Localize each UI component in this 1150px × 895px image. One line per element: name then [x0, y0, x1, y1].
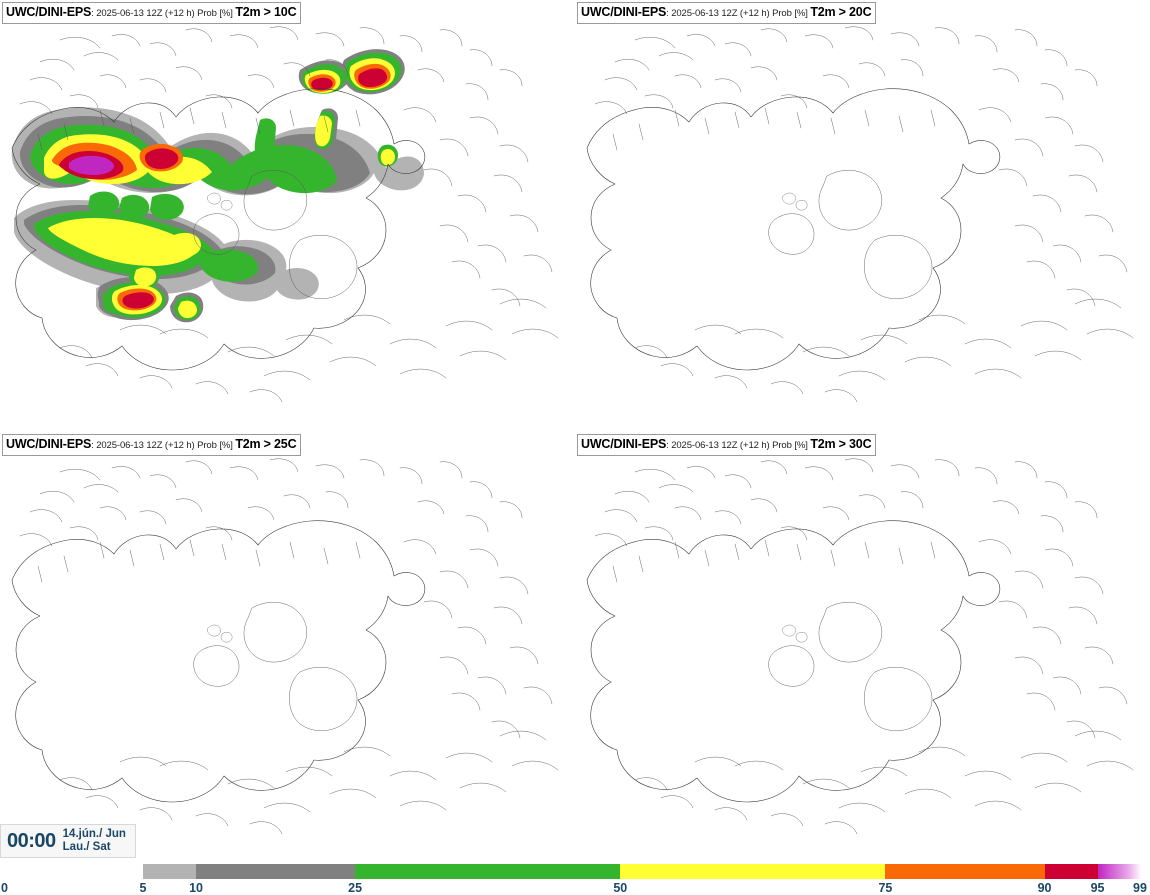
colorbar-band-yellow: [620, 864, 886, 879]
colorbar-band-light-gray: [143, 864, 197, 879]
colorbar-band-magenta-fade-white: [1097, 864, 1140, 879]
colorbar-tick-labels: 0 5 10 25 50 75 90 95 99: [0, 879, 1150, 895]
iceland-map-svg: [11, 26, 559, 403]
panel-variable-label: T2m > 10C: [235, 5, 297, 19]
panel-title-chip: UWC/DINI-EPS: 2025-06-13 12Z (+12 h) Pro…: [2, 434, 302, 456]
map-canvas[interactable]: [0, 0, 575, 432]
map-panel-t2m-10c[interactable]: UWC/DINI-EPS: 2025-06-13 12Z (+12 h) Pro…: [0, 0, 575, 432]
map-canvas[interactable]: [575, 0, 1150, 432]
colorbar-tick-95: 95: [1090, 881, 1105, 895]
colorbar-tick-50: 50: [613, 881, 628, 895]
colorbar-band-green: [355, 864, 621, 879]
coastline-outline: [586, 458, 1134, 835]
colorbar-tick-0: 0: [1, 881, 8, 895]
colorbar-tick-10: 10: [189, 881, 203, 895]
map-canvas[interactable]: [575, 432, 1150, 864]
valid-date-group: 14.jún./ Jun Lau./ Sat: [63, 828, 126, 854]
panel-meta-label: : 2025-06-13 12Z (+12 h) Prob [%]: [91, 8, 236, 19]
valid-time-box: 00:00 14.jún./ Jun Lau./ Sat: [0, 824, 136, 858]
iceland-map-svg: [586, 26, 1134, 403]
colorbar-tick-75: 75: [878, 881, 893, 895]
panel-model-label: UWC/DINI-EPS: [581, 437, 667, 451]
panel-variable-label: T2m > 25C: [235, 437, 297, 451]
panel-meta-label: : 2025-06-13 12Z (+12 h) Prob [%]: [666, 440, 811, 451]
colorbar-tick-25: 25: [348, 881, 363, 895]
footer-bar: 00:00 14.jún./ Jun Lau./ Sat 0 5 10 25 50 75 9…: [0, 824, 1150, 895]
colorbar-band-crimson: [1044, 864, 1098, 879]
map-panel-t2m-20c[interactable]: UWC/DINI-EPS: 2025-06-13 12Z (+12 h) Pro…: [575, 0, 1150, 432]
iceland-map-svg: [586, 458, 1134, 835]
panel-model-label: UWC/DINI-EPS: [581, 5, 667, 19]
colorbar-tick-99: 99: [1133, 881, 1147, 895]
colorbar-tick-90: 90: [1037, 881, 1052, 895]
panel-title-chip: UWC/DINI-EPS: 2025-06-13 12Z (+12 h) Pro…: [577, 2, 877, 24]
colorbar-band-dark-gray: [196, 864, 356, 879]
panel-meta-label: : 2025-06-13 12Z (+12 h) Prob [%]: [91, 440, 236, 451]
valid-date-label: 14.jún./ Jun: [62, 828, 126, 841]
panel-model-label: UWC/DINI-EPS: [6, 437, 92, 451]
panel-title-chip: UWC/DINI-EPS: 2025-06-13 12Z (+12 h) Pro…: [577, 434, 877, 456]
iceland-map-svg: [11, 458, 559, 835]
probability-contours: [11, 49, 424, 323]
valid-time-clock: 00:00: [7, 829, 56, 852]
colorbar-tick-5: 5: [139, 881, 147, 895]
probability-colorbar[interactable]: [143, 864, 1140, 879]
panel-model-label: UWC/DINI-EPS: [6, 5, 92, 19]
coastline-outline: [586, 26, 1134, 403]
panel-meta-label: : 2025-06-13 12Z (+12 h) Prob [%]: [666, 8, 811, 19]
panel-variable-label: T2m > 20C: [810, 5, 872, 19]
panel-title-chip: UWC/DINI-EPS: 2025-06-13 12Z (+12 h) Pro…: [2, 2, 302, 24]
map-panel-t2m-25c[interactable]: UWC/DINI-EPS: 2025-06-13 12Z (+12 h) Pro…: [0, 432, 575, 864]
panel-variable-label: T2m > 30C: [810, 437, 872, 451]
map-canvas[interactable]: [0, 432, 575, 864]
colorbar-band-orange: [885, 864, 1045, 879]
coastline-outline: [11, 458, 559, 835]
valid-weekday-label: Lau./ Sat: [62, 841, 111, 853]
map-panel-t2m-30c[interactable]: UWC/DINI-EPS: 2025-06-13 12Z (+12 h) Pro…: [575, 432, 1150, 864]
